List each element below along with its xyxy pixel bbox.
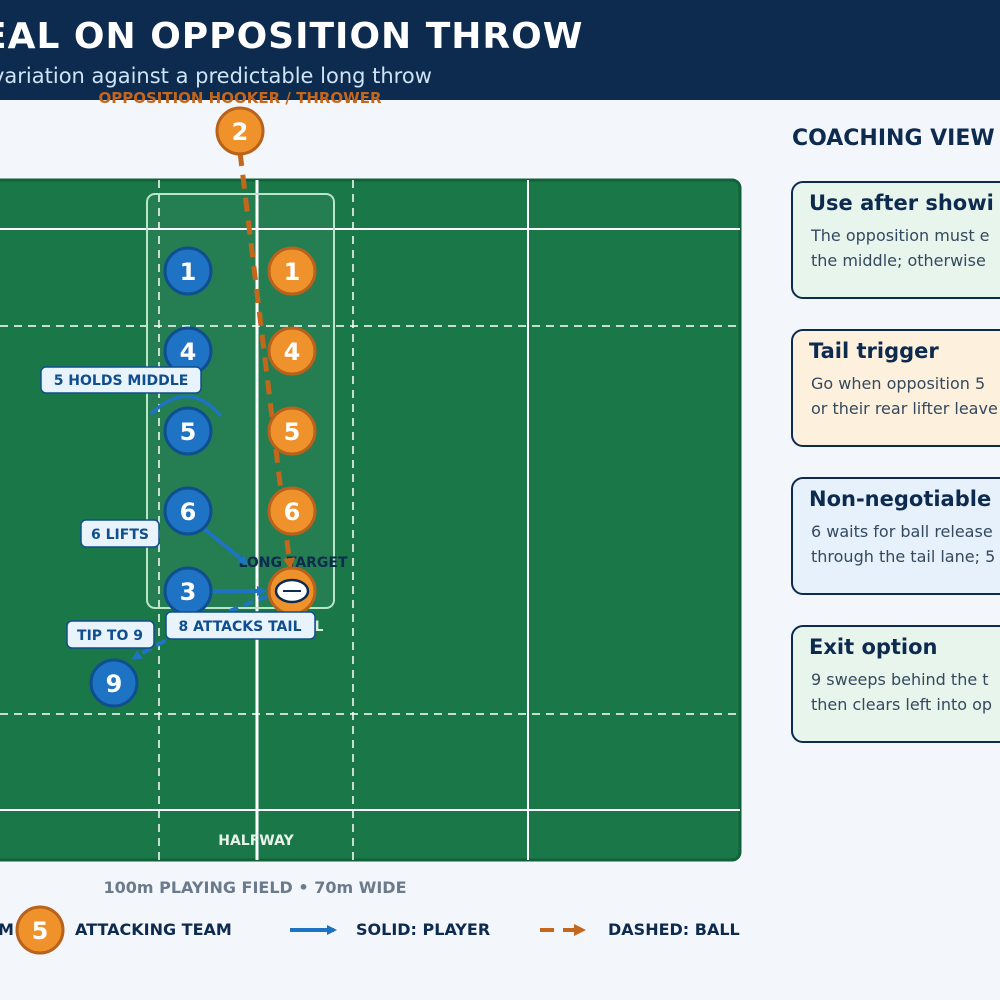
card-title: Non-negotiable <box>809 487 992 511</box>
svg-text:3: 3 <box>180 578 197 606</box>
svg-text:TIP TO 9: TIP TO 9 <box>77 628 143 644</box>
legend-solid-label: SOLID: PLAYER <box>356 920 491 939</box>
defending-player-scrum-half[interactable]: 9 <box>89 658 139 708</box>
svg-text:4: 4 <box>284 338 301 366</box>
card-body: 6 waits for ball release through the tai… <box>811 519 1000 569</box>
card-body: The opposition must e the middle; otherw… <box>811 223 1000 273</box>
legend-attack-label: ATTACKING TEAM <box>75 920 232 939</box>
card-title: Tail trigger <box>809 339 939 363</box>
defending-player[interactable]: 6 <box>163 486 213 536</box>
field-caption: 100m PLAYING FIELD • 70m WIDE <box>103 878 407 897</box>
legend-dashed-label: DASHED: BALL <box>608 920 740 939</box>
attacking-player[interactable]: 5 <box>267 406 317 456</box>
card-title: Exit option <box>809 635 938 659</box>
thrower-player[interactable]: 2 <box>215 106 265 156</box>
legend-attack-marker: 5 <box>15 905 65 955</box>
svg-text:5: 5 <box>284 418 301 446</box>
svg-text:9: 9 <box>106 670 123 698</box>
svg-text:6: 6 <box>284 498 301 526</box>
card-line: then clears left into op <box>811 695 993 714</box>
attacking-player[interactable]: 6 <box>267 486 317 536</box>
svg-text:5 HOLDS MIDDLE: 5 HOLDS MIDDLE <box>54 373 189 389</box>
defending-player[interactable]: 5 <box>163 406 213 456</box>
page-title: EAL ON OPPOSITION THROW <box>0 16 584 57</box>
svg-text:1: 1 <box>284 258 301 286</box>
defending-player[interactable]: 3 <box>163 566 213 616</box>
card-line: through the tail lane; 5 <box>811 547 996 566</box>
card-line: Go when opposition 5 <box>811 374 986 393</box>
card-title: Use after showi <box>809 191 994 215</box>
svg-text:6 LIFTS: 6 LIFTS <box>91 527 149 543</box>
tip-pass-arrow <box>131 594 269 660</box>
svg-text:2: 2 <box>232 118 249 146</box>
callout-tip-to-9: TIP TO 9 <box>66 620 155 649</box>
tail-label: L <box>315 619 324 635</box>
defending-player[interactable]: 1 <box>163 246 213 296</box>
card-line: The opposition must e <box>811 226 990 245</box>
card-body: 9 sweeps behind the t then clears left i… <box>811 667 1000 717</box>
card-line: or their rear lifter leave <box>811 399 998 418</box>
attacking-player[interactable]: 1 <box>267 246 317 296</box>
card-line: the middle; otherwise <box>811 251 986 270</box>
coaching-card: Exit option 9 sweeps behind the t then c… <box>791 625 1000 743</box>
halfway-label: HALFWAY <box>218 833 294 849</box>
thrower-label: OPPOSITION HOOKER / THROWER <box>98 89 381 107</box>
coaching-card: Non-negotiable 6 waits for ball release … <box>791 477 1000 595</box>
svg-text:5: 5 <box>180 418 197 446</box>
header-banner: EAL ON OPPOSITION THROW variation agains… <box>0 0 1000 100</box>
coaching-card: Tail trigger Go when opposition 5 or the… <box>791 329 1000 447</box>
attacking-player[interactable]: 4 <box>267 326 317 376</box>
svg-text:8 ATTACKS TAIL: 8 ATTACKS TAIL <box>178 619 301 635</box>
card-line: 6 waits for ball release <box>811 522 993 541</box>
callout-holds-middle: 5 HOLDS MIDDLE <box>40 366 202 394</box>
svg-text:1: 1 <box>180 258 197 286</box>
page-subtitle: variation against a predictable long thr… <box>0 64 432 88</box>
coaching-card: Use after showi The opposition must e th… <box>791 181 1000 299</box>
card-body: Go when opposition 5 or their rear lifte… <box>811 371 1000 421</box>
hold-middle-arc <box>149 394 223 418</box>
callout-lifts: 6 LIFTS <box>80 519 160 548</box>
coaching-panel-title: COACHING VIEW <box>792 126 995 151</box>
card-line: 9 sweeps behind the t <box>811 670 989 689</box>
legend-left-fragment: M <box>0 920 14 939</box>
svg-text:4: 4 <box>180 338 197 366</box>
svg-text:5: 5 <box>32 917 49 945</box>
svg-text:6: 6 <box>180 498 197 526</box>
defending-player[interactable]: 4 <box>163 326 213 376</box>
ball-target-player[interactable] <box>267 566 317 616</box>
callout-attacks-tail: 8 ATTACKS TAIL <box>165 611 316 640</box>
